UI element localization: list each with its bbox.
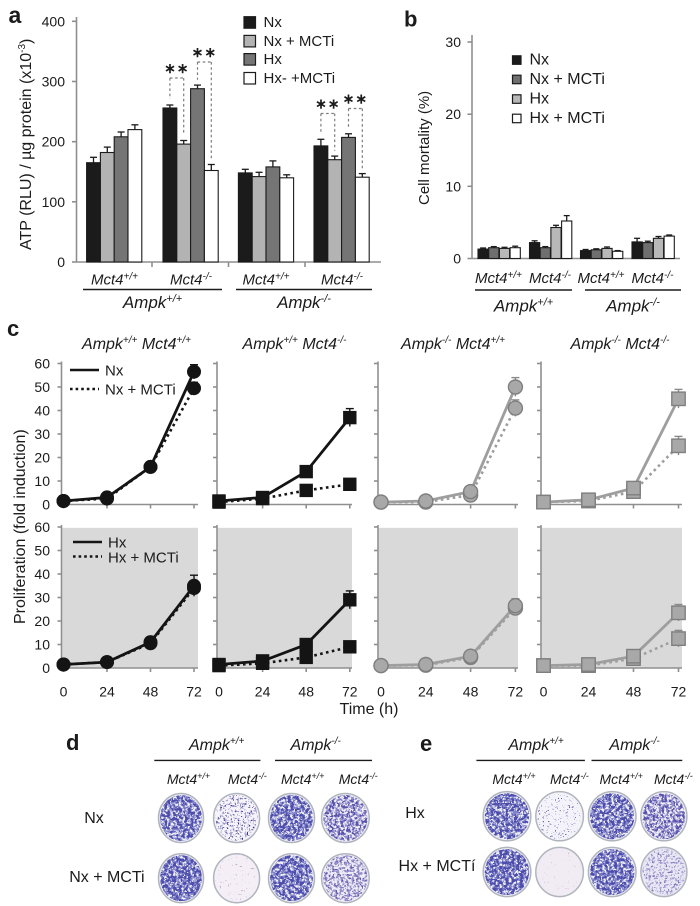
svg-text:Mct4-/-: Mct4-/- [654,771,693,787]
svg-text:48: 48 [298,684,314,700]
svg-text:72: 72 [342,684,358,700]
svg-text:Mct4-/-: Mct4-/- [339,771,378,787]
svg-text:Hx: Hx [108,535,127,552]
svg-text:60: 60 [34,519,50,535]
svg-text:48: 48 [626,684,642,700]
svg-text:72: 72 [186,684,202,700]
svg-text:60: 60 [34,356,50,372]
svg-text:Mct4-/-: Mct4-/- [550,771,589,787]
svg-text:300: 300 [42,74,66,90]
svg-text:Mct4-/-: Mct4-/- [529,270,572,287]
svg-text:30: 30 [445,34,461,50]
svg-text:∗∗: ∗∗ [315,96,340,112]
svg-text:Hx- +MCTi: Hx- +MCTi [264,70,336,87]
svg-text:Nx + MCTi: Nx + MCTi [69,869,144,886]
svg-text:Ampk-/-: Ampk-/- [276,293,331,312]
svg-text:30: 30 [34,426,50,442]
svg-text:30: 30 [34,590,50,606]
svg-text:Ampk-/-: Ampk-/- [290,736,342,754]
svg-text:24: 24 [255,684,271,700]
svg-text:Hx: Hx [530,91,550,108]
svg-text:0: 0 [453,251,461,267]
svg-text:a: a [9,2,22,28]
svg-text:20: 20 [445,106,461,122]
svg-text:10: 10 [34,473,50,489]
svg-text:Mct4-/-: Mct4-/- [632,270,675,287]
svg-text:Nx + MCTi: Nx + MCTi [530,71,605,88]
svg-text:40: 40 [34,403,50,419]
svg-text:Nx: Nx [530,52,550,69]
svg-text:Nx: Nx [84,810,104,827]
svg-text:10: 10 [34,637,50,653]
svg-text:∗∗: ∗∗ [164,60,189,76]
svg-text:48: 48 [143,684,159,700]
svg-text:Ampk-/-: Ampk-/- [608,736,660,754]
svg-text:Nx + MCTi: Nx + MCTi [105,382,176,399]
svg-text:0: 0 [215,684,223,700]
svg-text:40: 40 [34,566,50,582]
svg-text:20: 20 [34,450,50,466]
svg-text:24: 24 [418,684,434,700]
svg-text:Hx + MCTi: Hx + MCTi [530,110,605,127]
svg-text:Mct4-/-: Mct4-/- [321,272,364,289]
svg-text:Nx + MCTi: Nx + MCTi [264,33,335,50]
svg-text:0: 0 [60,684,68,700]
svg-text:e: e [420,731,432,756]
svg-text:Time (h): Time (h) [340,701,399,718]
svg-text:Ampk-/- Mct4-/-: Ampk-/- Mct4-/- [570,335,671,353]
svg-text:Hx: Hx [405,805,425,822]
svg-text:48: 48 [463,684,479,700]
svg-text:Ampk-/-: Ampk-/- [605,297,660,316]
svg-text:400: 400 [42,13,66,29]
svg-text:0: 0 [377,684,385,700]
svg-text:d: d [66,730,79,755]
svg-text:∗∗: ∗∗ [192,44,217,60]
svg-text:24: 24 [581,684,597,700]
svg-text:Mct4-/-: Mct4-/- [228,771,267,787]
svg-text:Hx: Hx [264,51,283,68]
svg-text:72: 72 [508,684,524,700]
svg-text:0: 0 [42,497,50,513]
svg-text:Proliferation (fold induction): Proliferation (fold induction) [12,429,29,624]
svg-text:Ampk+/+ Mct4+/+: Ampk+/+ Mct4+/+ [81,335,191,353]
svg-text:24: 24 [99,684,115,700]
svg-text:50: 50 [34,543,50,559]
svg-text:Nx: Nx [105,363,124,380]
svg-text:Ampk-/- Mct4+/+: Ampk-/- Mct4+/+ [400,335,505,353]
svg-text:0: 0 [42,660,50,676]
svg-text:200: 200 [42,134,66,150]
svg-text:0: 0 [57,254,65,270]
svg-text:Hx + MCTi: Hx + MCTi [108,550,179,567]
svg-text:Mct4-/-: Mct4-/- [170,272,213,289]
svg-text:20: 20 [34,613,50,629]
svg-text:72: 72 [671,684,687,700]
svg-text:10: 10 [445,178,461,194]
svg-text:100: 100 [42,194,66,210]
svg-text:Cell mortality (%): Cell mortality (%) [416,91,433,205]
svg-text:Nx: Nx [264,14,283,31]
svg-text:Hx + MCTí: Hx + MCTí [399,858,476,875]
svg-text:0: 0 [540,684,548,700]
svg-text:Ampk+/+ Mct4-/-: Ampk+/+ Mct4-/- [242,335,348,353]
svg-text:50: 50 [34,379,50,395]
svg-text:∗∗: ∗∗ [343,91,368,107]
svg-text:ATP (RLU) / µg protein (x10-3): ATP (RLU) / µg protein (x10-3) [17,39,35,250]
svg-text:b: b [404,7,417,32]
svg-text:c: c [7,316,19,341]
